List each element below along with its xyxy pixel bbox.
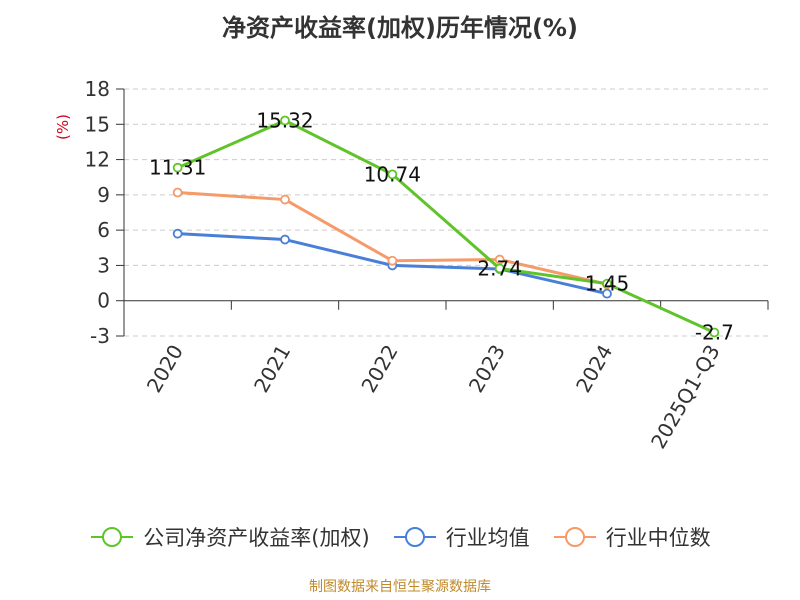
data-point: [172, 162, 183, 173]
data-point: [709, 327, 720, 338]
y-tick-label: 9: [97, 183, 110, 207]
source-note: 制图数据来自恒生聚源数据库: [309, 579, 491, 595]
data-label: 10.74: [364, 162, 421, 186]
data-point: [602, 288, 612, 299]
data-label: 2.74: [477, 256, 522, 280]
legend-marker-icon: [553, 527, 596, 547]
legend-label: 行业中位数: [605, 526, 711, 550]
data-label: 1.45: [585, 272, 630, 296]
legend: 公司净资产收益率(加权) 行业均值 行业中位数: [0, 520, 800, 554]
data-point: [172, 187, 183, 198]
x-tick-label: 2024: [571, 341, 617, 397]
legend-item[interactable]: 行业中位数: [552, 522, 711, 552]
data-point: [280, 115, 290, 126]
x-tick-label: 2022: [356, 341, 402, 397]
legend-item[interactable]: 公司净资产收益率(加权): [89, 522, 370, 552]
chart-title: 净资产收益率(加权)历年情况(%): [222, 14, 578, 42]
series-lines: [172, 115, 720, 338]
data-label: 15.32: [256, 109, 313, 133]
data-point: [172, 228, 183, 239]
legend-marker-icon: [91, 527, 134, 547]
data-point: [387, 255, 398, 266]
y-tick-label: 6: [97, 218, 110, 242]
data-point: [387, 169, 398, 180]
series-line-0: [177, 119, 715, 334]
legend-marker-icon: [393, 527, 436, 547]
data-labels: 11.31 15.32 10.74 2.74 1.45 -2.7: [149, 109, 734, 345]
data-label: -2.7: [695, 320, 734, 344]
y-tick-label: 3: [97, 253, 110, 277]
legend-item[interactable]: 行业均值: [392, 522, 530, 552]
x-tick-label: 2021: [249, 341, 295, 397]
data-point: [280, 194, 290, 205]
x-tick-label: 2025Q1-Q3: [646, 341, 725, 453]
data-point: [494, 254, 505, 265]
data-point: [280, 234, 290, 245]
data-label: 11.31: [149, 156, 206, 180]
y-axis-unit: (%): [54, 114, 72, 140]
data-point: [494, 263, 505, 274]
y-tick-label: 12: [85, 148, 110, 172]
x-tick-label: 2023: [464, 340, 510, 396]
legend-label: 公司净资产收益率(加权): [143, 526, 370, 550]
y-tick-label: 0: [97, 289, 110, 313]
y-tick-label: 18: [85, 77, 110, 101]
data-point: [602, 278, 612, 289]
y-tick-label: 15: [85, 112, 110, 136]
grid-lines: [124, 88, 768, 337]
legend-label: 行业均值: [445, 526, 530, 550]
x-tick-label: 2020: [142, 341, 188, 397]
y-tick-label: -3: [90, 324, 110, 348]
